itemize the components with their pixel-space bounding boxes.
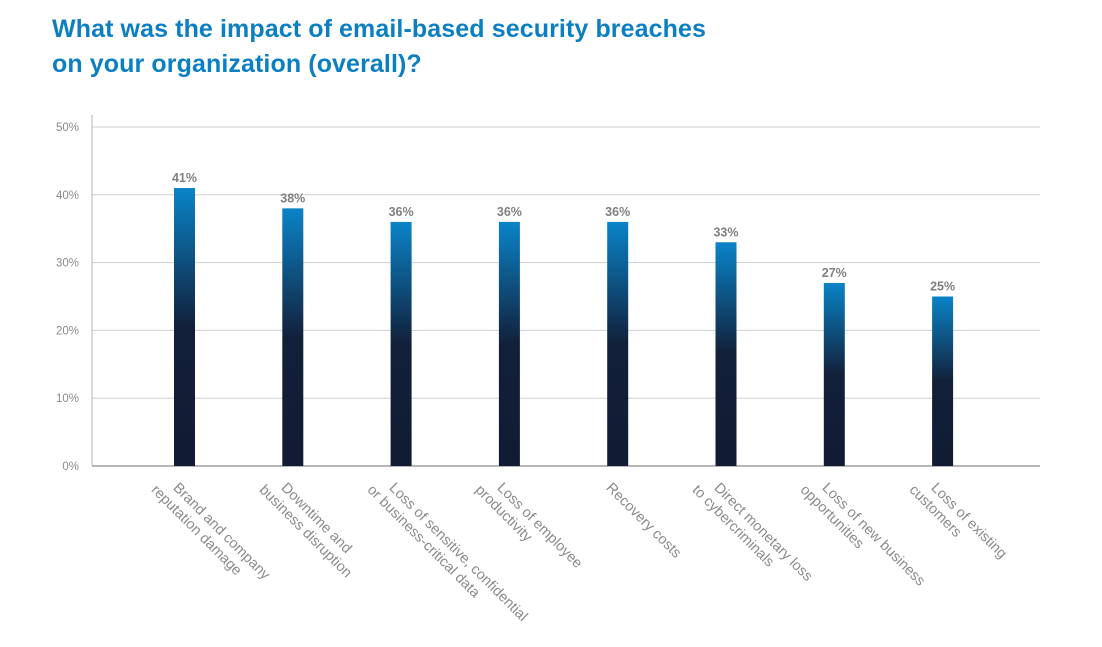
data-label: 36% (389, 205, 414, 219)
bar (282, 208, 304, 467)
y-tick-label: 20% (56, 325, 79, 337)
chart-title-line-1: What was the impact of email-based secur… (52, 15, 707, 43)
data-label: 36% (497, 205, 522, 219)
bar (823, 282, 845, 466)
data-label: 27% (822, 266, 847, 280)
data-label: 41% (172, 171, 197, 185)
y-tick-label: 0% (62, 461, 79, 473)
data-label: 33% (713, 225, 738, 239)
chart-title: What was the impact of email-based secur… (52, 12, 706, 82)
data-label: 38% (280, 191, 305, 205)
bar (932, 296, 954, 466)
y-tick-label: 40% (56, 190, 79, 202)
y-tick-label: 50% (56, 122, 79, 134)
y-tick-label: 30% (56, 258, 79, 270)
chart-title-line-2: on your organization (overall)? (52, 50, 422, 78)
data-label: 36% (605, 205, 630, 219)
bar (607, 221, 629, 466)
bar (715, 242, 737, 466)
y-tick-label: 10% (56, 393, 79, 405)
bar (390, 221, 412, 466)
data-label: 25% (930, 280, 955, 294)
bar (498, 221, 520, 466)
bar (174, 188, 195, 466)
